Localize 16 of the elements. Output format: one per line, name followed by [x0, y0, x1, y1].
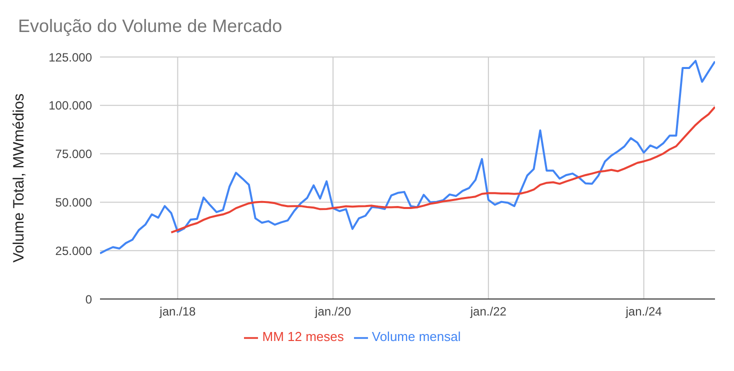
y-tick-label: 75.000	[55, 147, 92, 162]
legend-label: Volume mensal	[372, 329, 461, 344]
legend-label: MM 12 meses	[262, 329, 344, 344]
chart-title: Evolução do Volume de Mercado	[18, 16, 282, 37]
line-series	[170, 106, 715, 234]
y-tick-label: 25.000	[55, 244, 92, 258]
y-tick-label: 125.000	[48, 50, 92, 64]
x-tick-label: jan./18	[158, 304, 196, 319]
x-tick-label: jan./20	[314, 304, 352, 319]
y-tick-label: 100.000	[48, 98, 92, 113]
y-tick-label: 0	[85, 292, 92, 306]
y-axis-title: Volume Total, MWmédios	[10, 94, 28, 262]
x-tick-label: jan./24	[624, 304, 662, 319]
x-tick-label: jan./22	[469, 304, 507, 319]
y-tick-label: 50.000	[55, 195, 92, 210]
line-series	[100, 60, 715, 254]
